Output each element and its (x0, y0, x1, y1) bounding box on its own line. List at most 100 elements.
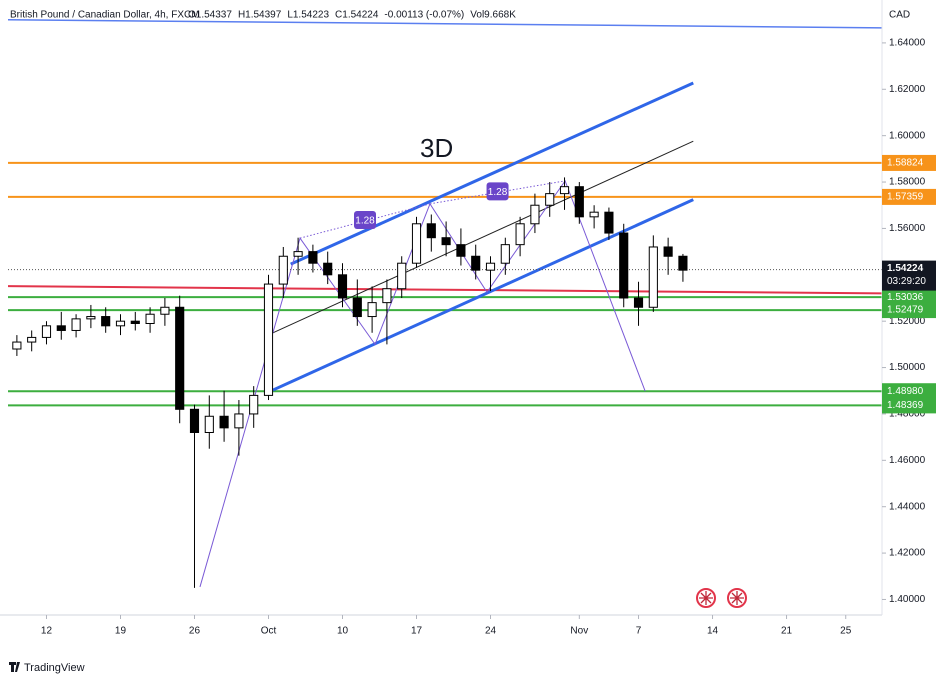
y-tick-label: 1.44000 (889, 501, 926, 512)
candles (12, 177, 688, 588)
candle-body (145, 313, 155, 325)
y-tick-label: 1.48000 (889, 409, 926, 420)
candle-body (115, 320, 126, 327)
price-tag-label: 1.48369 (887, 400, 924, 411)
x-tick-label: 26 (189, 626, 201, 637)
candle-body (411, 223, 422, 264)
candle-body (471, 255, 481, 271)
price-tag-label: 1.57359 (887, 192, 924, 203)
trendline (290, 81, 694, 266)
y-tick-label: 1.56000 (889, 223, 926, 234)
x-tick-label: Oct (261, 626, 277, 637)
current-price-tag (882, 260, 936, 291)
candle-body (397, 262, 407, 290)
ratio-label: 1.28 (488, 187, 508, 198)
countdown: 03:29:20 (887, 276, 926, 287)
brand-name: TradingView (24, 662, 85, 674)
candle-body (234, 413, 244, 429)
candle-body (130, 320, 140, 325)
candle-body (204, 415, 214, 433)
price-tag-label: 1.53036 (887, 292, 924, 303)
candle-body (367, 302, 377, 318)
x-tick-label: Nov (570, 626, 588, 637)
candle-body (545, 193, 555, 206)
candle-body (648, 246, 658, 308)
ohlc-header: O1.54337 H1.54397 L1.54223 C1.54224 -0.00113… (188, 10, 516, 21)
candle-body (219, 415, 229, 429)
price-tag-label: 1.48980 (887, 386, 924, 397)
flag-mark (730, 591, 744, 605)
candle-body (12, 341, 22, 350)
x-tick-label: 25 (840, 626, 852, 637)
ohlc-value: -0.00113 (-0.07%) (384, 10, 464, 21)
event-icons (696, 588, 747, 608)
candle-body (41, 325, 52, 338)
candle-body (633, 297, 644, 308)
candle-body (426, 223, 436, 239)
y-tick-label: 1.46000 (889, 455, 926, 466)
candle-body (86, 316, 96, 320)
candle-body (559, 186, 570, 195)
candle-body (441, 237, 451, 246)
price-tag (882, 383, 936, 400)
annotation-3d: 3D (420, 133, 453, 163)
x-tick-label: 19 (115, 626, 127, 637)
x-tick-label: 24 (485, 626, 497, 637)
y-tick-label: 1.62000 (889, 84, 926, 95)
candle-body (515, 223, 525, 246)
candle-body (589, 211, 599, 218)
ratio-badge (486, 182, 509, 201)
price-tag (882, 188, 936, 205)
y-tick-label: 1.40000 (889, 594, 926, 605)
candle-body (160, 306, 170, 315)
brand: TradingView (9, 662, 85, 674)
ratio-label: 1.28 (355, 216, 375, 227)
candle-body (293, 251, 303, 257)
y-tick-label: 1.64000 (889, 38, 926, 49)
candle-body (456, 244, 466, 257)
y-tick-label: 1.50000 (889, 362, 926, 373)
candle-body (56, 325, 66, 331)
chart-title: British Pound / Canadian Dollar, 4h, FXC… (10, 10, 200, 21)
ohlc-value: C1.54224 (335, 10, 379, 21)
candle-body (27, 336, 37, 343)
x-tick-label: 7 (636, 626, 642, 637)
ohlc-value: Vol9.668K (470, 10, 516, 21)
brand-logo (9, 662, 20, 672)
y-tick-label: 1.42000 (889, 548, 926, 559)
candle-body (604, 211, 614, 234)
candle-body (189, 408, 200, 433)
price-tag-label: 1.58824 (887, 158, 924, 169)
trendline (7, 18, 883, 29)
candle-body (278, 255, 288, 285)
x-tick-label: 10 (337, 626, 349, 637)
candle-body (71, 318, 81, 331)
y-tick-label: 1.58000 (889, 177, 926, 188)
candle-body (263, 283, 274, 396)
candle-body (485, 262, 496, 271)
plot-area: 1.28 1.28 (7, 18, 883, 588)
x-tick-label: 21 (781, 626, 793, 637)
ohlc-value: H1.54397 (238, 10, 282, 21)
candle-body (308, 251, 318, 264)
flag-mark (699, 591, 713, 605)
price-tag (882, 302, 936, 319)
x-tick-label: 14 (707, 626, 719, 637)
candle-body (574, 186, 584, 218)
currency-label: CAD (889, 10, 910, 21)
price-tag (882, 289, 936, 306)
ohlc-value: O1.54337 (188, 10, 232, 21)
candle-body (175, 306, 185, 410)
candle-body (101, 316, 111, 327)
price-tag (882, 397, 936, 414)
candle-body (323, 262, 333, 276)
ratio-badge (354, 211, 377, 230)
current-price-label: 1.54224 (887, 263, 924, 274)
trendline (7, 285, 883, 295)
candle-body (530, 204, 540, 225)
candle-body (678, 255, 688, 271)
candle-body (619, 232, 629, 299)
candle-body (352, 297, 362, 318)
